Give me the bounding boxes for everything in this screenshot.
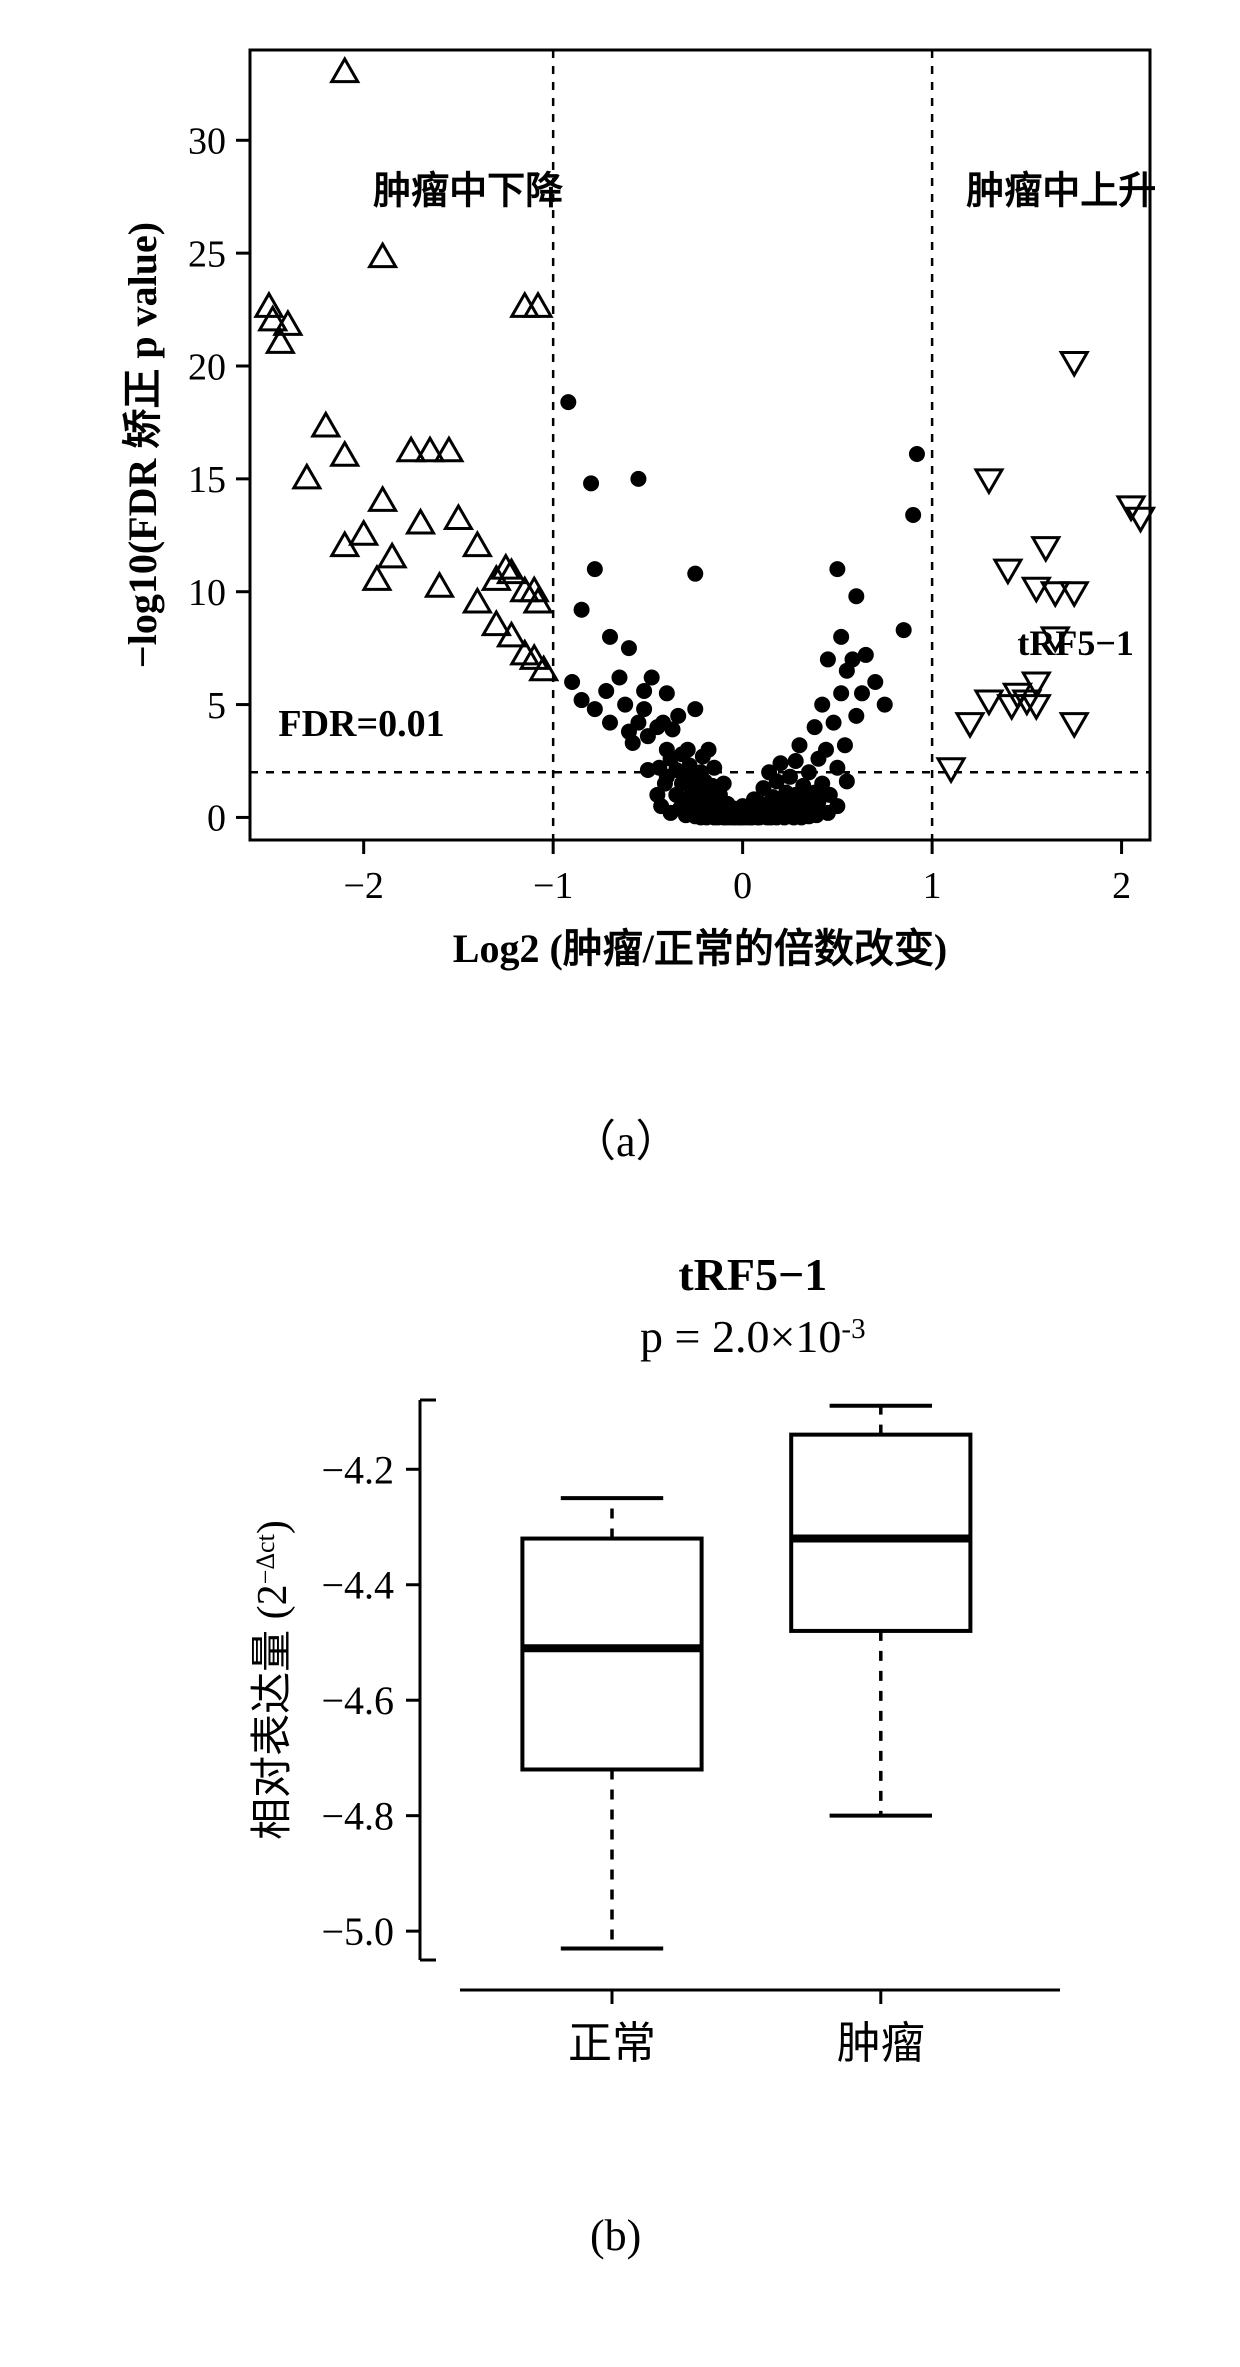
svg-text:30: 30 <box>188 121 226 163</box>
svg-text:5: 5 <box>207 685 226 727</box>
svg-text:2: 2 <box>1112 865 1131 907</box>
svg-text:−1: −1 <box>533 865 573 907</box>
svg-text:−2: −2 <box>343 865 383 907</box>
svg-text:0: 0 <box>207 798 226 840</box>
volcano-plot: −2−1012051015202530Log2 (肿瘤/正常的倍数改变)−log… <box>60 20 1180 1040</box>
svg-text:tRF5−1: tRF5−1 <box>678 1249 827 1300</box>
svg-text:−4.6: −4.6 <box>321 1678 394 1723</box>
svg-text:−5.0: −5.0 <box>321 1909 394 1954</box>
svg-text:正常: 正常 <box>568 2019 656 2068</box>
svg-text:肿瘤中上升: 肿瘤中上升 <box>966 170 1156 212</box>
caption-b: (b) <box>590 2210 641 2261</box>
page: −2−1012051015202530Log2 (肿瘤/正常的倍数改变)−log… <box>0 0 1240 2367</box>
svg-text:25: 25 <box>188 233 226 275</box>
svg-text:10: 10 <box>188 572 226 614</box>
caption-a: （a） <box>572 1105 680 1169</box>
svg-text:tRF5−1: tRF5−1 <box>1017 623 1134 663</box>
svg-text:0: 0 <box>733 865 752 907</box>
svg-text:−log10(FDR 矫正 p value): −log10(FDR 矫正 p value) <box>120 222 165 668</box>
svg-text:Log2 (肿瘤/正常的倍数改变): Log2 (肿瘤/正常的倍数改变) <box>453 926 947 971</box>
svg-text:1: 1 <box>923 865 942 907</box>
svg-text:−4.8: −4.8 <box>321 1794 394 1839</box>
svg-text:肿瘤: 肿瘤 <box>837 2019 925 2068</box>
svg-text:−4.4: −4.4 <box>321 1563 394 1608</box>
svg-text:−4.2: −4.2 <box>321 1447 394 1492</box>
svg-text:肿瘤中下降: 肿瘤中下降 <box>373 170 563 212</box>
svg-text:p = 2.0×10-3: p = 2.0×10-3 <box>640 1311 866 1362</box>
svg-text:15: 15 <box>188 459 226 501</box>
svg-text:相对表达量 (2−Δct): 相对表达量 (2−Δct) <box>250 1520 296 1840</box>
svg-text:FDR=0.01: FDR=0.01 <box>278 703 444 745</box>
svg-text:20: 20 <box>188 346 226 388</box>
boxplot: tRF5−1 p = 2.0×10-3 −4.2 −4.4 −4.6 −4.8 −5.0 相对… <box>160 1230 1120 2150</box>
